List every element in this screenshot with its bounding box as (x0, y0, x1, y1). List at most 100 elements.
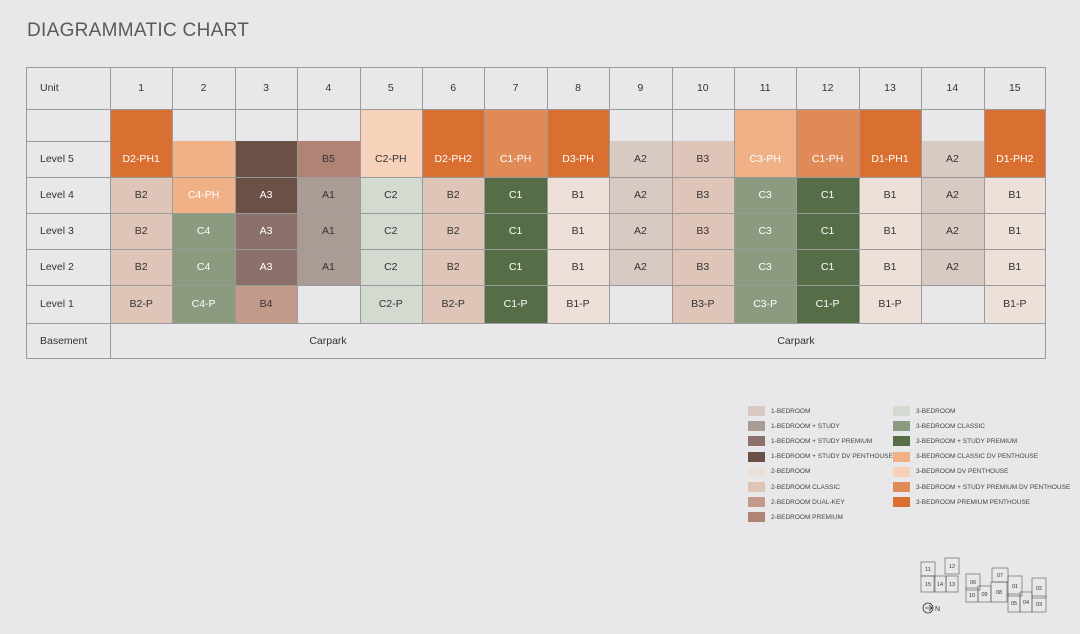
grid-vline-2 (234, 67, 236, 323)
unit-cell-a1[interactable]: A1 (297, 213, 360, 249)
legend-label: 3-BEDROOM (916, 407, 956, 415)
unit-cell-a2[interactable]: A2 (609, 249, 672, 285)
unit-cell-b2[interactable]: B2 (422, 177, 485, 213)
grid-vline-8 (609, 67, 611, 323)
unit-cell-b2[interactable]: B2 (422, 213, 485, 249)
unit-cell-a2[interactable]: A2 (609, 213, 672, 249)
legend-swatch (893, 436, 910, 447)
keyplan-block-label: 13 (949, 582, 955, 588)
unit-cell-a2[interactable]: A2 (609, 141, 672, 177)
unit-cell-c1-p[interactable]: C1-P (484, 285, 547, 323)
legend-item: 3-BEDROOM DV PENTHOUSE (893, 466, 1008, 477)
unit-cell-b2[interactable]: B2 (110, 177, 173, 213)
unit-cell-a2[interactable]: A2 (921, 213, 984, 249)
legend-item: 2-BEDROOM (748, 466, 810, 477)
legend-swatch (748, 451, 765, 462)
unit-cell-a3[interactable]: A3 (234, 249, 298, 285)
grid-vline-6 (484, 67, 486, 323)
unit-cell-c1[interactable]: C1 (796, 249, 859, 285)
unit-cell-b2[interactable]: B2 (110, 249, 173, 285)
unit-cell-b1[interactable]: B1 (858, 249, 922, 285)
unit-cell-c1[interactable]: C1 (796, 213, 859, 249)
unit-cell-c1-p[interactable]: C1-P (796, 285, 859, 323)
unit-cell-c3[interactable]: C3 (734, 213, 797, 249)
unit-cell-b1[interactable]: B1 (983, 177, 1046, 213)
unit-cell-c2[interactable]: C2 (359, 177, 422, 213)
empty-cell (672, 109, 734, 141)
unit-number-9: 9 (637, 82, 644, 94)
unit-cell-b3[interactable]: B3 (671, 177, 734, 213)
unit-cell-b2-p[interactable]: B2-P (110, 285, 173, 323)
unit-cell-c3-ph[interactable]: C3-PH (734, 109, 797, 177)
unit-cell-c1-ph[interactable]: C1-PH (796, 109, 859, 177)
unit-cell-d2-ph2[interactable]: D2-PH2 (422, 109, 485, 177)
unit-cell-c2-p[interactable]: C2-P (359, 285, 422, 323)
unit-cell-a2[interactable]: A2 (609, 177, 672, 213)
unit-cell-c1[interactable]: C1 (796, 177, 859, 213)
unit-cell-c2[interactable]: C2 (359, 249, 422, 285)
unit-cell-b5[interactable]: B5 (297, 141, 360, 177)
unit-cell-b1-p[interactable]: B1-P (983, 285, 1046, 323)
keyplan-block-02 (1031, 577, 1047, 599)
unit-cell-a1[interactable]: A1 (297, 249, 360, 285)
unit-cell-c1-ph[interactable]: C1-PH (484, 109, 547, 177)
legend-item: 3-BEDROOM PREMIUM PENTHOUSE (893, 497, 1031, 508)
legend-item: 2-BEDROOM PREMIUM (748, 512, 843, 523)
unit-cell-d3-ph[interactable]: D3-PH (546, 109, 610, 177)
grid-vline-label (110, 67, 111, 359)
unit-cell-b1[interactable]: B1 (546, 249, 610, 285)
empty-cell (297, 109, 359, 141)
unit-cell-d2-ph1[interactable]: D2-PH1 (110, 109, 173, 177)
legend-item: 1-BEDROOM (748, 406, 810, 416)
unit-cell-c1[interactable]: C1 (484, 249, 547, 285)
unit-cell-a2[interactable]: A2 (921, 177, 984, 213)
unit-cell-b1[interactable]: B1 (983, 249, 1046, 285)
unit-cell-b1[interactable]: B1 (983, 213, 1046, 249)
unit-cell-b3-p[interactable]: B3-P (671, 285, 734, 323)
unit-cell-b4[interactable]: B4 (234, 285, 298, 323)
legend-swatch (748, 512, 765, 523)
keyplan-block-label: 11 (925, 567, 931, 573)
unit-cell-b2[interactable]: B2 (110, 213, 173, 249)
unit-cell-c3[interactable]: C3 (734, 249, 797, 285)
unit-cell-a1[interactable]: A1 (297, 177, 360, 213)
legend-item: 3-BEDROOM CLASSIC DV PENTHOUSE (893, 451, 1038, 462)
keyplan-block-label: 07 (997, 573, 1003, 579)
unit-cell-a2[interactable]: A2 (921, 249, 984, 285)
unit-cell-b1[interactable]: B1 (546, 213, 610, 249)
unit-cell-c2[interactable]: C2 (359, 213, 422, 249)
unit-cell-b3[interactable]: B3 (671, 141, 734, 177)
legend-label: 3-BEDROOM PREMIUM PENTHOUSE (916, 498, 1031, 506)
unit-cell-c4[interactable]: C4 (172, 249, 235, 285)
north-label: N (935, 606, 940, 613)
legend-item: 2-BEDROOM CLASSIC (748, 482, 840, 492)
unit-cell-c1[interactable]: C1 (484, 177, 547, 213)
grid-hline-label-level5 (26, 141, 110, 142)
unit-cell-c4-p[interactable]: C4-P (172, 285, 235, 323)
grid-border-top (26, 67, 1046, 68)
keyplan-block-06 (965, 573, 981, 591)
legend-swatch (748, 421, 765, 432)
empty-cell (609, 285, 671, 323)
unit-cell-b2[interactable]: B2 (422, 249, 485, 285)
unit-cell-b1[interactable]: B1 (546, 177, 610, 213)
unit-cell-c2-ph[interactable]: C2-PH (359, 109, 422, 177)
unit-cell-c3-p[interactable]: C3-P (734, 285, 797, 323)
unit-cell-b3[interactable]: B3 (671, 249, 734, 285)
unit-cell-c4[interactable]: C4 (172, 213, 235, 249)
unit-cell-a3[interactable]: A3 (234, 213, 298, 249)
unit-cell-a2[interactable]: A2 (921, 141, 984, 177)
unit-cell-c1[interactable]: C1 (484, 213, 547, 249)
legend-swatch (893, 466, 910, 477)
unit-cell-b1[interactable]: B1 (858, 213, 922, 249)
unit-cell-b1[interactable]: B1 (858, 177, 922, 213)
unit-chart: Unit 1 2 3 4 5 6 7 8 9 10 11 12 13 14 15 Level 5 Level … (26, 67, 1046, 359)
unit-cell-b1-p[interactable]: B1-P (858, 285, 922, 323)
unit-cell-b3[interactable]: B3 (671, 213, 734, 249)
unit-cell-b1-p[interactable]: B1-P (546, 285, 610, 323)
unit-cell-b2-p[interactable]: B2-P (422, 285, 485, 323)
unit-cell-d1-ph1[interactable]: D1-PH1 (858, 109, 922, 177)
unit-cell-c3[interactable]: C3 (734, 177, 797, 213)
site-key-plan: 11 12 15 14 13 06 07 10 09 08 01 02 05 04 03 N (920, 557, 1047, 614)
unit-cell-d1-ph2[interactable]: D1-PH2 (983, 109, 1046, 177)
